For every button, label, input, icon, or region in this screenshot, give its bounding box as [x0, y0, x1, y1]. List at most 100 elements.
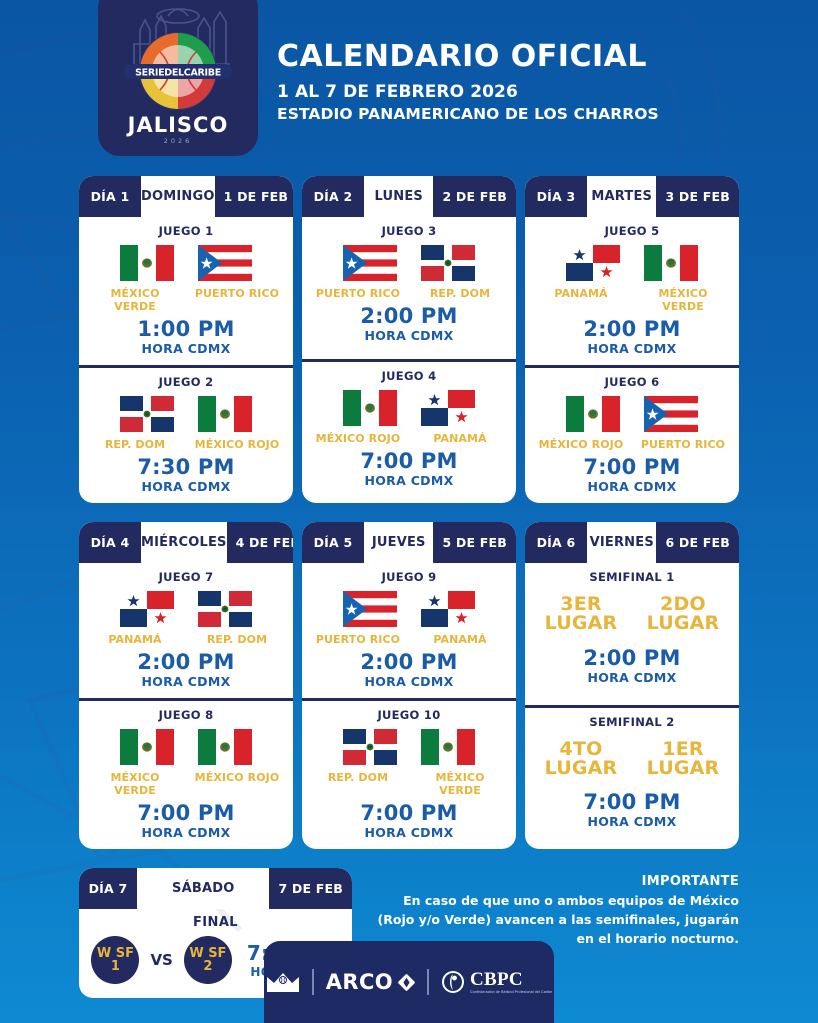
game-label: JUEGO 2	[158, 375, 214, 389]
semifinal-slots: 4TO LUGAR 1ER LUGAR	[531, 739, 733, 779]
cbpc-emblem-icon	[442, 971, 465, 993]
matchup-flags	[343, 589, 475, 629]
game-timezone: HORA CDMX	[141, 341, 231, 356]
final-day-number: DÍA 7	[88, 881, 128, 896]
game-time: 7:00 PM	[360, 448, 458, 473]
game-timezone: HORA CDMX	[587, 814, 677, 830]
final-home-slot: W SF 1	[91, 936, 140, 984]
home-team-name: MÉXICO ROJO	[538, 438, 624, 451]
game-label: JUEGO 1	[158, 224, 214, 238]
day-card-body: JUEGO 7 PANAMÁ REP. DOM 2:00 PM HORA CDMX JUE…	[79, 563, 293, 849]
semifinal-block[interactable]: SEMIFINAL 1 3ER LUGAR 2DO LUGAR 2:00 PM HORA C…	[525, 563, 739, 705]
game-time: 1:00 PM	[137, 317, 235, 341]
final-home-w: W	[96, 945, 112, 961]
flag-mexico-icon	[421, 729, 475, 765]
game-block[interactable]: JUEGO 3 PUERTO RICO REP. DOM 2:00 PM HORA CD…	[302, 217, 516, 359]
final-away-sf: SF	[208, 945, 227, 961]
home-team-name: MÉXICO VERDE	[110, 771, 160, 797]
away-team-name: MÉXICO ROJO	[194, 438, 280, 451]
game-block[interactable]: JUEGO 8 MÉXICO VERDE MÉXICO ROJO 7:00 PM HOR…	[79, 698, 293, 849]
game-label: JUEGO 6	[604, 375, 660, 389]
game-time: 7:00 PM	[583, 455, 681, 479]
day-card[interactable]: DÍA 5 JUEVES 5 DE FEB JUEGO 9 PUERTO RICO PAN…	[302, 522, 516, 849]
home-team-name: PANAMÁ	[554, 287, 608, 300]
final-date: 7 DE FEB	[278, 881, 343, 896]
away-team-name: PANAMÁ	[433, 431, 487, 445]
game-timezone: HORA CDMX	[364, 674, 454, 689]
game-block[interactable]: JUEGO 4 MÉXICO ROJO PANAMÁ 7:00 PM HORA CDMX	[302, 358, 516, 504]
matchup-flags	[120, 243, 252, 283]
day-card-header: DÍA 4 MIÉRCOLES 4 DE FEB	[79, 522, 293, 563]
flag-puerto-rico-icon	[343, 245, 397, 281]
final-away-w: W	[189, 945, 204, 961]
footer-divider-2	[427, 969, 430, 995]
game-block[interactable]: JUEGO 1 MÉXICO VERDE PUERTO RICO 1:00 PM HOR…	[79, 217, 293, 365]
day-card[interactable]: DÍA 3 MARTES 3 DE FEB JUEGO 5 PANAMÁ MÉXICO V…	[525, 176, 739, 503]
matchup-flags	[343, 243, 475, 283]
day-card-header: DÍA 6 VIERNES 6 DE FEB	[525, 522, 739, 563]
page-header: SERIEDELCARIBE JALISCO 2026 CALENDARIO O…	[0, 0, 818, 170]
game-label: JUEGO 3	[381, 224, 437, 238]
game-block[interactable]: JUEGO 5 PANAMÁ MÉXICO VERDE 2:00 PM HORA CDM…	[525, 217, 739, 365]
matchup-team-names: MÉXICO ROJO PUERTO RICO	[531, 438, 733, 451]
day-card[interactable]: DÍA 1 DOMINGO 1 DE FEB JUEGO 1 MÉXICO VERDE P…	[79, 176, 293, 503]
game-block[interactable]: JUEGO 9 PUERTO RICO PANAMÁ 2:00 PM HORA CDMX	[302, 563, 516, 698]
note-line-1: En caso de que uno o ambos equipos de Mé…	[403, 893, 739, 908]
game-block[interactable]: JUEGO 2 REP. DOM MÉXICO ROJO 7:30 PM HORA CD…	[79, 365, 293, 503]
game-block[interactable]: JUEGO 7 PANAMÁ REP. DOM 2:00 PM HORA CDMX	[79, 563, 293, 698]
arco-diamond-icon	[398, 973, 415, 991]
day-weekday: VIERNES	[587, 522, 657, 563]
day-number: DÍA 6	[536, 535, 576, 550]
flag-mexico-icon	[343, 389, 397, 426]
final-away-number: 2	[203, 959, 213, 974]
day-number: DÍA 3	[536, 189, 576, 204]
day-date: 6 DE FEB	[665, 535, 730, 550]
day-card-header: DÍA 1 DOMINGO 1 DE FEB	[79, 176, 293, 217]
game-block[interactable]: JUEGO 6 MÉXICO ROJO PUERTO RICO 7:00 PM HORA…	[525, 365, 739, 503]
flag-panama-icon	[421, 591, 475, 627]
cbpc-wordmark: CBPC	[470, 968, 523, 990]
game-block[interactable]: JUEGO 10 REP. DOM MÉXICO VERDE 7:00 PM HORA …	[302, 698, 516, 849]
sponsor-footer: ARCO CBPC Confederación de Béisbol Profe…	[264, 941, 554, 1023]
day-card[interactable]: DÍA 2 LUNES 2 DE FEB JUEGO 3 PUERTO RICO REP.…	[302, 176, 516, 503]
game-time: 7:30 PM	[137, 455, 235, 479]
game-timezone: HORA CDMX	[587, 341, 677, 356]
home-team-name: MÉXICO ROJO	[315, 431, 401, 445]
flag-mexico-icon	[120, 245, 174, 281]
semifinal-block[interactable]: SEMIFINAL 2 4TO LUGAR 1ER LUGAR 7:00 PM HORA C…	[525, 704, 739, 850]
day-number: DÍA 4	[90, 535, 130, 550]
game-timezone: HORA CDMX	[141, 479, 231, 494]
page-title: CALENDARIO OFICIAL	[277, 39, 647, 74]
final-home-number: 1	[110, 959, 120, 974]
day-card-body: JUEGO 3 PUERTO RICO REP. DOM 2:00 PM HORA CD…	[302, 217, 516, 503]
home-team-name: REP. DOM	[104, 438, 166, 451]
note-line-2: (Rojo y/o Verde) avancen a las semifinal…	[377, 911, 739, 927]
away-team-name: REP. DOM	[206, 633, 268, 646]
game-timezone: HORA CDMX	[141, 825, 231, 840]
arco-logo: ARCO	[326, 970, 415, 994]
game-time: 2:00 PM	[360, 650, 458, 674]
day-card-header: DÍA 3 MARTES 3 DE FEB	[525, 176, 739, 217]
flag-puerto-rico-icon	[198, 245, 252, 281]
note-title: IMPORTANTE	[641, 874, 739, 889]
matchup-team-names: PUERTO RICO REP. DOM	[308, 287, 510, 300]
flag-mexico-icon	[120, 729, 174, 765]
final-label: FINAL	[193, 915, 238, 930]
away-team-name: REP. DOM	[429, 287, 491, 300]
flag-mexico-icon	[566, 396, 620, 432]
game-label: JUEGO 10	[377, 708, 441, 722]
cbpc-logo: CBPC Confederación de Béisbol Profesiona…	[441, 970, 552, 995]
semifinal-home-slot: 3ER LUGAR	[544, 593, 618, 635]
day-card[interactable]: DÍA 4 MIÉRCOLES 4 DE FEB JUEGO 7 PANAMÁ REP. …	[79, 522, 293, 849]
home-team-name: MÉXICO VERDE	[110, 287, 160, 313]
matchup-flags	[566, 243, 698, 283]
event-venue: ESTADIO PANAMERICANO DE LOS CHARROS	[277, 104, 659, 123]
game-time: 7:00 PM	[583, 790, 681, 815]
day-card-header: DÍA 5 JUEVES 5 DE FEB	[302, 522, 516, 563]
game-label: SEMIFINAL 1	[589, 570, 675, 584]
arco-wordmark: ARCO	[325, 970, 394, 994]
flag-dominican-republic-icon	[343, 729, 397, 765]
away-team-name: MÉXICO ROJO	[194, 771, 280, 784]
day-card[interactable]: DÍA 6 VIERNES 6 DE FEB SEMIFINAL 1 3ER LUGAR 2…	[525, 522, 739, 849]
game-timezone: HORA CDMX	[364, 328, 454, 343]
